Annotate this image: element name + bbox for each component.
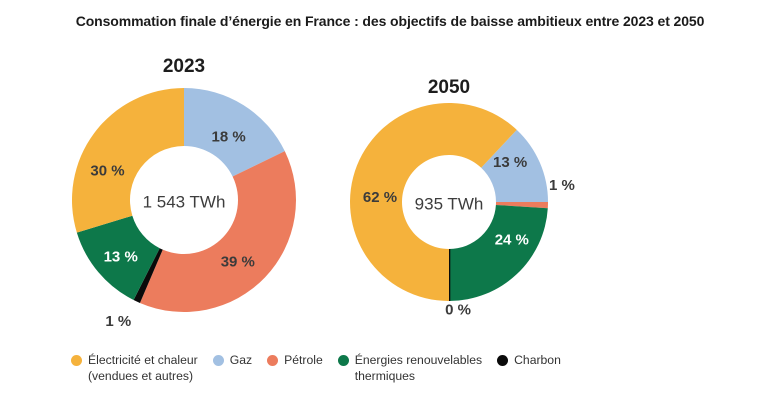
legend-dot-charbon xyxy=(497,355,509,366)
slice-label-gaz: 13 % xyxy=(493,154,527,171)
donut-center-label-2023: 1 543 TWh xyxy=(143,193,226,212)
legend-dot-electricite xyxy=(71,355,82,366)
legend-label-line: Énergies renouvelables xyxy=(354,353,483,367)
chart-legend: Électricité et chaleur (vendues et autres… xyxy=(71,353,561,384)
legend-label-line: Charbon xyxy=(514,353,561,367)
legend-dot-gaz xyxy=(212,355,224,366)
slice-label-petrole: 39 % xyxy=(221,254,255,271)
donut-center-label-2050: 935 TWh xyxy=(415,195,484,214)
legend-item-gaz: Gaz xyxy=(212,353,252,369)
legend-label-charbon: Charbon xyxy=(514,353,561,369)
donut-slice-gaz xyxy=(481,129,548,202)
chart-title-2023: 2023 xyxy=(162,56,206,77)
legend-label-line: Pétrole xyxy=(284,353,323,367)
slice-label-charbon: 1 % xyxy=(105,313,131,330)
legend-item-charbon: Charbon xyxy=(497,353,561,369)
chart-title-2050: 2050 xyxy=(427,77,471,98)
slice-label-enr-thermiques: 13 % xyxy=(104,249,138,266)
page-title: Consommation finale d’énergie en France … xyxy=(75,13,705,29)
slice-label-enr-thermiques: 24 % xyxy=(495,232,529,249)
donut-slice-enr-thermiques xyxy=(76,215,160,301)
legend-item-electricite: Électricité et chaleur (vendues et autres… xyxy=(71,353,198,384)
legend-label-line: (vendues et autres) xyxy=(88,368,194,383)
slice-label-gaz: 18 % xyxy=(211,128,245,145)
donut-slice-petrole xyxy=(495,202,548,209)
donut-slice-electricite xyxy=(350,103,517,301)
legend-label-line: thermiques xyxy=(354,368,416,383)
donut-slice-electricite xyxy=(71,88,184,233)
legend-label-enr-thermiques: Énergies renouvelables thermiques xyxy=(355,353,482,384)
slice-label-petrole: 1 % xyxy=(549,177,575,194)
slice-label-electricite: 62 % xyxy=(363,189,397,206)
legend-dot-enr-thermiques xyxy=(337,355,349,366)
legend-label-line: Gaz xyxy=(229,353,253,367)
donut-slice-gaz xyxy=(184,88,285,177)
slice-label-charbon: 0 % xyxy=(445,302,471,319)
donut-2023: 18 % 39 % 1 % 13 % 30 % 1 543 TWh xyxy=(71,88,297,330)
slice-label-electricite: 30 % xyxy=(90,163,124,180)
legend-item-petrole: Pétrole xyxy=(267,353,323,369)
donut-slice-charbon xyxy=(133,248,163,303)
legend-label-petrole: Pétrole xyxy=(284,353,323,369)
legend-label-line: Électricité et chaleur xyxy=(88,353,198,367)
legend-label-gaz: Gaz xyxy=(230,353,252,369)
donut-slice-enr-thermiques xyxy=(449,204,548,301)
donut-slice-petrole xyxy=(139,151,297,313)
legend-item-enr-thermiques: Énergies renouvelables thermiques xyxy=(337,353,482,384)
legend-dot-petrole xyxy=(267,355,279,366)
donut-2050: 13 % 1 % 24 % 0 % 62 % 935 TWh xyxy=(350,103,575,319)
legend-label-electricite: Électricité et chaleur (vendues et autres… xyxy=(88,353,198,384)
